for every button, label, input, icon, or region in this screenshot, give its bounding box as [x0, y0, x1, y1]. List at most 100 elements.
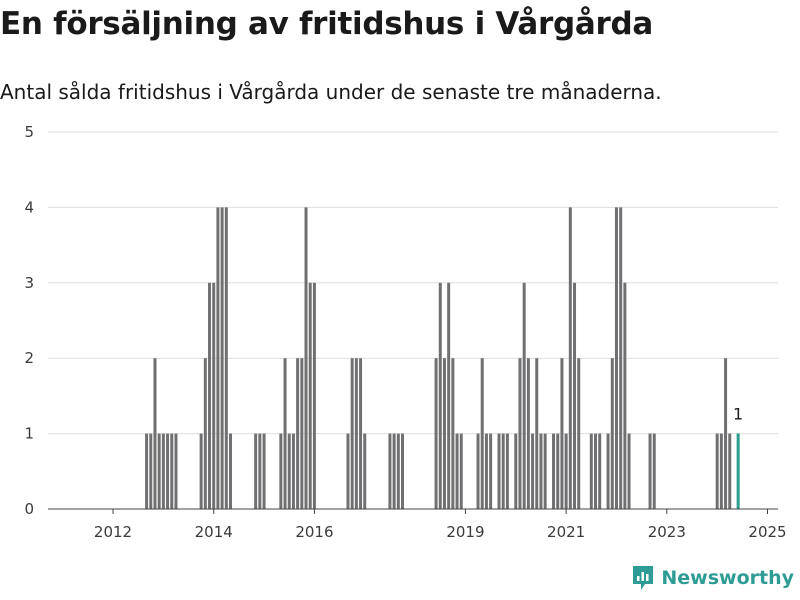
bar — [220, 207, 224, 509]
bar — [535, 358, 539, 509]
bar — [606, 433, 610, 509]
brand-name: Newsworthy — [661, 567, 794, 589]
bar — [543, 433, 547, 509]
bar — [174, 433, 178, 509]
bar — [568, 207, 572, 509]
bar — [350, 358, 354, 509]
highlighted-bar — [736, 433, 740, 509]
bar — [224, 207, 228, 509]
bar — [300, 358, 304, 509]
bar — [279, 433, 283, 509]
bar — [480, 358, 484, 509]
x-tick-label: 2021 — [547, 523, 585, 541]
bar — [157, 433, 161, 509]
bar — [346, 433, 350, 509]
y-tick-label: 4 — [24, 198, 34, 216]
bar — [153, 358, 157, 509]
x-axis: 2012 2014 2016 2019 2021 2023 2025 — [48, 508, 787, 541]
bar — [497, 433, 501, 509]
bar — [208, 282, 212, 509]
bar — [304, 207, 308, 509]
bar — [287, 433, 291, 509]
bar — [505, 433, 509, 509]
bar — [522, 282, 526, 509]
bar — [648, 433, 652, 509]
grid-lines — [48, 131, 778, 435]
bar — [308, 282, 312, 509]
bar — [715, 433, 719, 509]
bar — [623, 282, 627, 509]
y-tick-label: 0 — [24, 500, 34, 518]
y-tick-label: 5 — [24, 123, 34, 141]
bar — [354, 358, 358, 509]
bar — [560, 358, 564, 509]
chart-title: En försäljning av fritidshus i Vårgårda — [0, 6, 653, 42]
bar — [451, 358, 455, 509]
bar — [359, 358, 363, 509]
bar — [258, 433, 262, 509]
bar — [627, 433, 631, 509]
bar — [388, 433, 392, 509]
bar — [518, 358, 522, 509]
bar — [526, 358, 530, 509]
bar — [610, 358, 614, 509]
x-tick-label: 2016 — [295, 523, 333, 541]
bar — [396, 433, 400, 509]
bar — [459, 433, 463, 509]
bar — [363, 433, 367, 509]
bar — [262, 433, 266, 509]
bar — [401, 433, 405, 509]
bar — [594, 433, 597, 509]
bar — [166, 433, 170, 509]
bars — [145, 207, 740, 509]
bar — [434, 358, 438, 509]
bar — [573, 282, 577, 509]
bar — [216, 207, 220, 509]
bar — [438, 282, 442, 509]
bar — [442, 358, 446, 509]
bar — [728, 433, 732, 509]
bar — [291, 433, 295, 509]
bar — [212, 282, 216, 509]
bar — [652, 433, 656, 509]
bar — [598, 433, 602, 509]
value-labels: 1 — [733, 405, 743, 424]
x-tick-label: 2019 — [446, 523, 484, 541]
y-tick-label: 1 — [24, 425, 34, 443]
bar — [539, 433, 543, 509]
bar — [455, 433, 459, 509]
bar — [447, 282, 451, 509]
bar — [229, 433, 232, 509]
newsworthy-logo-icon — [633, 566, 654, 590]
bar — [484, 433, 488, 509]
bar — [619, 207, 623, 509]
bar — [577, 358, 581, 509]
bar — [501, 433, 505, 509]
bar — [589, 433, 593, 509]
bar — [203, 358, 207, 509]
bar — [161, 433, 165, 509]
x-tick-label: 2025 — [748, 523, 786, 541]
bar — [724, 358, 728, 509]
x-tick-label: 2012 — [94, 523, 132, 541]
highlight-value-label: 1 — [733, 405, 743, 424]
bar — [254, 433, 258, 509]
bar — [614, 207, 618, 509]
y-axis-ticks: 0 1 2 3 4 5 — [24, 123, 34, 518]
bar — [296, 358, 300, 509]
bar — [719, 433, 723, 509]
y-tick-label: 3 — [24, 274, 34, 292]
x-tick-label: 2023 — [648, 523, 686, 541]
bar — [552, 433, 556, 509]
bar — [476, 433, 480, 509]
y-tick-label: 2 — [24, 349, 34, 367]
newsworthy-logo: Newsworthy — [631, 564, 794, 592]
bar — [564, 433, 568, 509]
bar — [392, 433, 396, 509]
bar — [556, 433, 560, 509]
bar — [170, 433, 174, 509]
bar — [312, 282, 316, 509]
bar — [514, 433, 518, 509]
chart-subtitle: Antal sålda fritidshus i Vårgårda under … — [0, 80, 662, 104]
